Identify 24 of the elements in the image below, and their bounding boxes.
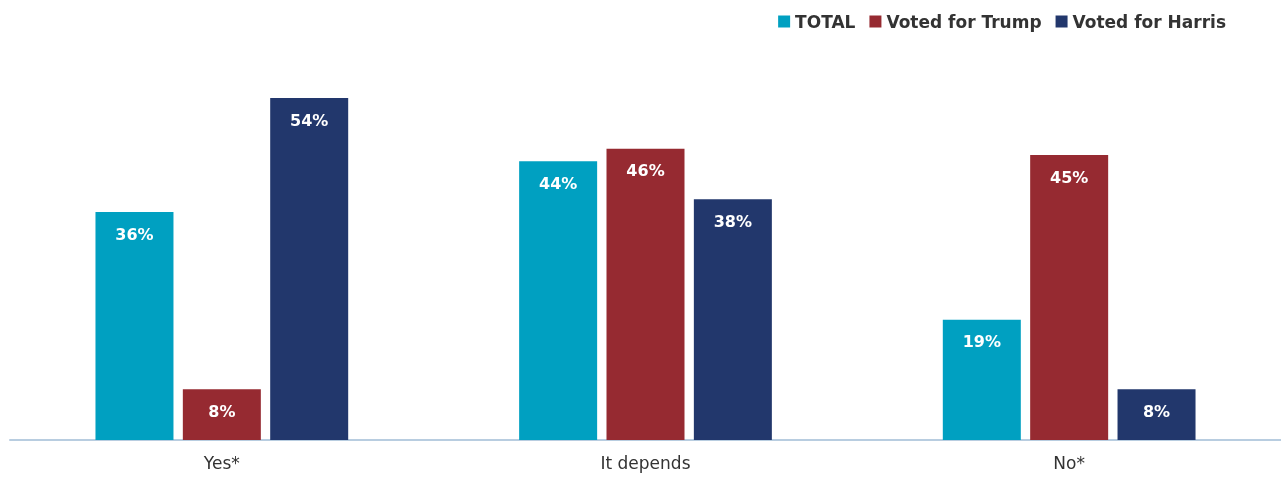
bar	[1030, 155, 1109, 440]
bar	[1117, 389, 1196, 440]
data-label: 8%	[1142, 401, 1171, 421]
bar	[942, 319, 1021, 440]
bar	[270, 98, 349, 440]
x-tick-label: It depends	[600, 452, 691, 473]
data-label: 46%	[626, 161, 665, 181]
legend-label: Voted for Trump	[886, 11, 1042, 32]
data-label: 19%	[962, 332, 1001, 352]
x-tick-label: Yes*	[202, 452, 240, 473]
legend-label: TOTAL	[795, 11, 856, 32]
data-label: 8%	[208, 401, 236, 421]
data-label: 54%	[290, 110, 329, 130]
x-tick-label: No*	[1053, 452, 1085, 473]
data-label: 44%	[538, 173, 578, 193]
bar	[95, 212, 174, 440]
data-label: 38%	[713, 211, 753, 231]
bar	[182, 389, 261, 440]
bar	[519, 161, 598, 440]
bar	[606, 148, 685, 440]
data-label: 36%	[115, 224, 154, 244]
bar	[693, 199, 772, 440]
data-label: 45%	[1050, 167, 1089, 187]
legend-label: Voted for Harris	[1072, 11, 1227, 32]
